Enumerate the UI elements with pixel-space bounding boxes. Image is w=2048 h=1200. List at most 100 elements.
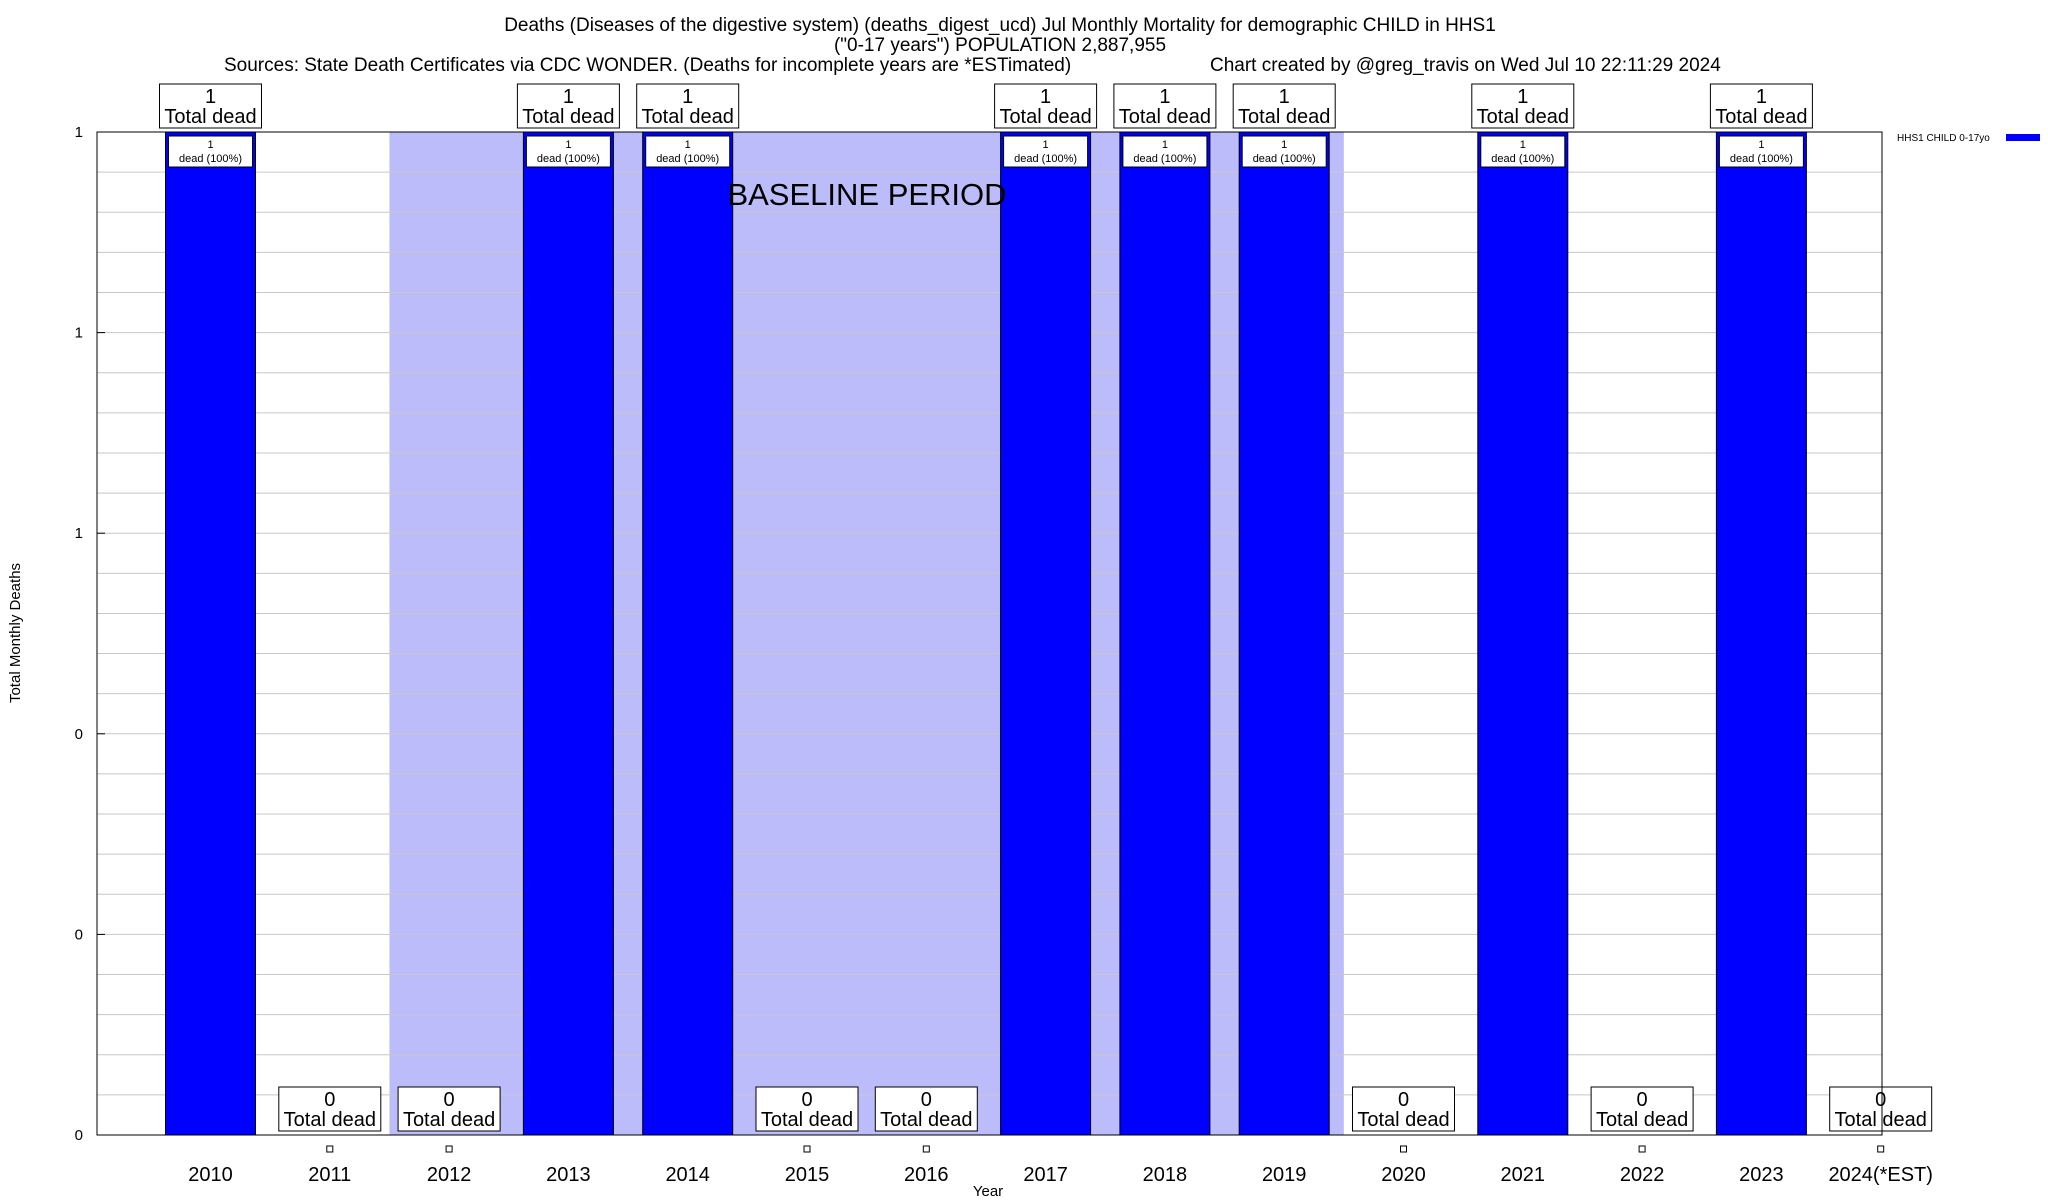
total-label-box	[278, 1086, 382, 1132]
total-label-box	[1709, 83, 1813, 129]
x-tick-label: 2023	[1739, 1164, 1784, 1186]
bar-inner-label-box	[1003, 135, 1089, 168]
total-label-text: Total dead	[1835, 1109, 1927, 1131]
chart-title-line-2: ("0-17 years") POPULATION 2,887,955	[834, 35, 1166, 56]
y-tick-label: 1	[75, 124, 83, 141]
x-tick-label: 2015	[785, 1164, 830, 1186]
zero-marker	[803, 1145, 811, 1153]
total-label-box	[1232, 83, 1336, 129]
total-label-value: 0	[1398, 1089, 1409, 1111]
x-tick-label: 2010	[188, 1164, 233, 1186]
bar-inner-label-text: dead (100%)	[1491, 153, 1554, 165]
bar	[1000, 131, 1092, 1136]
bar-inner-label-value: 1	[1043, 139, 1049, 151]
bar-inner-label-box	[1241, 135, 1327, 168]
chart-title-line-1: Deaths (Diseases of the digestive system…	[504, 15, 1496, 36]
total-label-box	[636, 83, 740, 129]
x-tick-label: 2012	[427, 1164, 472, 1186]
total-label-text: Total dead	[1238, 106, 1330, 128]
total-label-value: 1	[1159, 86, 1170, 108]
x-tick-label: 2017	[1023, 1164, 1068, 1186]
x-tick-label: 2016	[904, 1164, 949, 1186]
total-label-box	[516, 83, 620, 129]
zero-marker	[1638, 1145, 1646, 1153]
bar	[1119, 131, 1211, 1136]
bar-inner-label-text: dead (100%)	[1133, 153, 1196, 165]
zero-marker	[326, 1145, 334, 1153]
x-tick-label: 2022	[1620, 1164, 1665, 1186]
x-tick-label: 2011	[308, 1164, 351, 1186]
bar-inner-label-text: dead (100%)	[1253, 153, 1316, 165]
x-tick-label: 2018	[1143, 1164, 1188, 1186]
total-label-text: Total dead	[999, 106, 1091, 128]
total-label-value: 0	[921, 1089, 932, 1111]
bar-inner-label-value: 1	[207, 139, 213, 151]
total-label-value: 1	[563, 86, 574, 108]
x-tick-label: 2013	[546, 1164, 591, 1186]
total-label-value: 0	[324, 1089, 335, 1111]
bar-inner-label-box	[1718, 135, 1804, 168]
x-tick-label: 2024(*EST)	[1828, 1164, 1933, 1186]
bar	[1477, 131, 1569, 1136]
total-label-box	[1829, 1086, 1933, 1132]
y-tick-label: 0	[75, 726, 83, 743]
total-label-value: 1	[682, 86, 693, 108]
legend: HHS1 CHILD 0-17yo	[1897, 133, 2040, 144]
bar	[642, 131, 734, 1136]
total-label-text: Total dead	[522, 106, 614, 128]
total-label-box	[1590, 1086, 1694, 1132]
total-label-value: 1	[205, 86, 216, 108]
total-label-text: Total dead	[1119, 106, 1211, 128]
total-label-box	[874, 1086, 978, 1132]
total-label-box	[159, 83, 262, 129]
bar-inner-label-value: 1	[1520, 139, 1526, 151]
x-tick-label: 2014	[665, 1164, 710, 1186]
bar-inner-label-value: 1	[565, 139, 571, 151]
bar-inner-label-box	[168, 135, 253, 168]
total-label-box	[1113, 83, 1217, 129]
y-tick-label: 0	[75, 926, 83, 943]
y-tick-label: 1	[75, 325, 83, 342]
bar-inner-label-text: dead (100%)	[537, 153, 600, 165]
y-tick-label: 1	[75, 525, 83, 542]
total-label-box	[1352, 1086, 1455, 1132]
bar-inner-label-value: 1	[1281, 139, 1287, 151]
bar-inner-label-text: dead (100%)	[1730, 153, 1793, 165]
total-label-box	[1471, 83, 1575, 129]
total-label-box	[994, 83, 1098, 129]
legend-label: HHS1 CHILD 0-17yo	[1897, 133, 1990, 144]
bar-inner-label-box	[1480, 135, 1566, 168]
bar-inner-label-text: dead (100%)	[1014, 153, 1077, 165]
total-label-text: Total dead	[1715, 106, 1807, 128]
baseline-period-label: BASELINE PERIOD	[727, 177, 1006, 212]
bar	[1715, 131, 1807, 1136]
total-label-text: Total dead	[284, 1109, 376, 1131]
bar-inner-label-value: 1	[1162, 139, 1168, 151]
x-tick-label: 2020	[1381, 1164, 1426, 1186]
bar-inner-label-box	[1122, 135, 1208, 168]
total-label-box	[755, 1086, 859, 1132]
zero-marker	[1877, 1145, 1885, 1153]
bar	[165, 131, 256, 1136]
x-axis-label: Year	[973, 1183, 1003, 1200]
x-tick-label: 2019	[1262, 1164, 1307, 1186]
total-label-value: 1	[1756, 86, 1767, 108]
total-label-text: Total dead	[403, 1109, 495, 1131]
zero-marker	[922, 1145, 930, 1153]
total-label-text: Total dead	[642, 106, 734, 128]
zero-marker	[445, 1145, 453, 1153]
total-label-value: 1	[1279, 86, 1290, 108]
total-label-value: 0	[1875, 1089, 1886, 1111]
total-label-box	[397, 1086, 501, 1132]
total-label-value: 1	[1517, 86, 1528, 108]
total-label-text: Total dead	[164, 106, 256, 128]
y-axis-label: Total Monthly Deaths	[7, 563, 24, 703]
total-label-text: Total dead	[761, 1109, 853, 1131]
total-label-text: Total dead	[880, 1109, 972, 1131]
zero-marker	[1400, 1145, 1407, 1153]
bar-inner-label-text: dead (100%)	[656, 153, 719, 165]
bar	[1238, 131, 1330, 1136]
y-tick-label: 0	[75, 1127, 83, 1144]
